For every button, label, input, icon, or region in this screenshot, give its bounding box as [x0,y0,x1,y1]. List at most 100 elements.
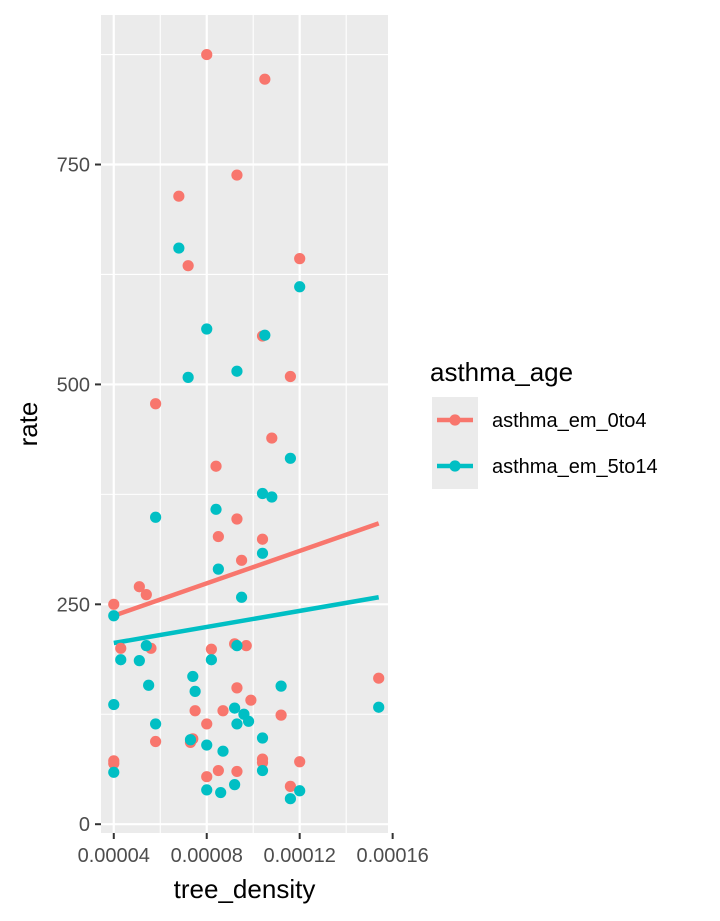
point-asthma_em_0to4 [256,757,269,769]
x-tick-label: 0.00016 [356,845,428,867]
point-asthma_em_5to14 [229,779,241,791]
point-asthma_em_5to14 [184,734,197,746]
point-asthma_em_5to14 [201,784,213,796]
point-asthma_em_0to4 [245,694,257,706]
point-asthma_em_5to14 [108,766,120,778]
point-asthma_em_0to4 [231,169,243,181]
y-tick-label: 750 [57,155,90,177]
point-asthma_em_0to4 [212,764,224,777]
x-tick-label: 0.00008 [171,845,243,867]
point-asthma_em_5to14 [373,701,385,713]
point-asthma_em_0to4 [217,705,229,717]
point-asthma_em_0to4 [275,709,287,721]
point-asthma_em_5to14 [201,739,213,751]
legend-label: asthma_em_5to14 [492,456,658,478]
point-asthma_em_5to14 [231,718,243,730]
point-asthma_em_5to14 [242,715,255,727]
point-asthma_em_0to4 [231,513,243,525]
x-axis: 0.00004 0.00008 0.00012 0.00016 [78,833,429,867]
point-asthma_em_0to4 [284,780,296,792]
point-asthma_em_5to14 [259,329,271,341]
point-asthma_em_5to14 [187,670,199,683]
point-asthma_em_0to4 [373,672,385,684]
point-asthma_em_5to14 [294,281,306,293]
point-asthma_em_5to14 [294,785,306,797]
point-asthma_em_5to14 [266,491,278,503]
point-asthma_em_0to4 [182,260,194,272]
point-asthma_em_0to4 [140,589,152,601]
fit-line-asthma_em_5to14 [113,595,380,646]
point-asthma_em_5to14 [256,547,269,559]
point-asthma_em_0to4 [150,735,162,748]
legend-key-point [449,414,461,426]
point-asthma_em_5to14 [229,702,241,714]
point-asthma_em_5to14 [235,591,248,603]
point-asthma_em_0to4 [259,73,271,85]
x-tick-label: 0.00012 [264,845,336,867]
point-asthma_em_0to4 [212,530,224,543]
legend-label: asthma_em_0to4 [492,410,647,432]
point-asthma_em_0to4 [205,643,217,655]
point-asthma_em_0to4 [294,253,306,265]
point-asthma_em_5to14 [210,503,222,515]
grid-major [101,15,394,833]
x-tick-label: 0.00004 [78,845,150,867]
point-asthma_em_0to4 [201,718,213,730]
point-asthma_em_5to14 [115,654,127,666]
point-asthma_em_0to4 [133,581,145,593]
point-asthma_em_5to14 [256,732,269,744]
fit-lines [113,521,380,646]
point-asthma_em_0to4 [201,771,213,783]
data-points [108,48,385,805]
point-asthma_em_0to4 [231,765,243,778]
point-asthma_em_5to14 [231,640,243,652]
point-asthma_em_0to4 [231,682,243,694]
point-asthma_em_0to4 [108,598,120,610]
point-asthma_em_5to14 [217,745,229,757]
y-axis: 0 250 500 750 [57,155,101,836]
point-asthma_em_0to4 [235,554,248,566]
point-asthma_em_0to4 [294,756,306,768]
point-asthma_em_5to14 [108,698,120,711]
fit-line-asthma_em_0to4 [113,521,380,618]
point-asthma_em_0to4 [240,640,252,652]
point-asthma_em_5to14 [189,685,201,697]
point-asthma_em_5to14 [212,563,224,575]
point-asthma_em_5to14 [215,786,227,799]
point-asthma_em_5to14 [284,452,296,464]
point-asthma_em_5to14 [143,679,155,691]
point-asthma_em_5to14 [275,680,287,692]
point-asthma_em_5to14 [182,371,194,383]
legend-key-point [449,460,461,472]
legend: asthma_age asthma_em_0to4 asthma_em_5to14 [430,357,658,489]
y-axis-title: rate [13,402,43,447]
point-asthma_em_5to14 [256,487,269,500]
plot-panel [101,15,388,833]
x-axis-title: tree_density [174,874,316,904]
y-tick-label: 500 [57,374,90,396]
point-asthma_em_0to4 [108,757,120,770]
point-asthma_em_0to4 [115,642,127,654]
point-asthma_em_0to4 [150,398,162,410]
point-asthma_em_5to14 [140,640,152,652]
point-asthma_em_5to14 [133,655,145,667]
grid-minor [101,15,388,833]
point-asthma_em_0to4 [210,460,222,472]
point-asthma_em_5to14 [150,718,162,730]
point-asthma_em_0to4 [201,48,213,61]
legend-title: asthma_age [430,357,573,387]
point-asthma_em_5to14 [284,793,296,805]
point-asthma_em_5to14 [150,511,162,523]
point-asthma_em_0to4 [189,705,201,717]
point-asthma_em_5to14 [205,654,217,666]
point-asthma_em_0to4 [266,432,278,444]
y-tick-label: 0 [79,814,90,836]
point-asthma_em_5to14 [231,365,243,377]
point-asthma_em_5to14 [201,323,213,335]
point-asthma_em_5to14 [173,242,185,254]
point-asthma_em_5to14 [108,610,120,622]
point-asthma_em_5to14 [256,764,269,777]
point-asthma_em_0to4 [284,370,296,383]
point-asthma_em_0to4 [256,533,269,545]
